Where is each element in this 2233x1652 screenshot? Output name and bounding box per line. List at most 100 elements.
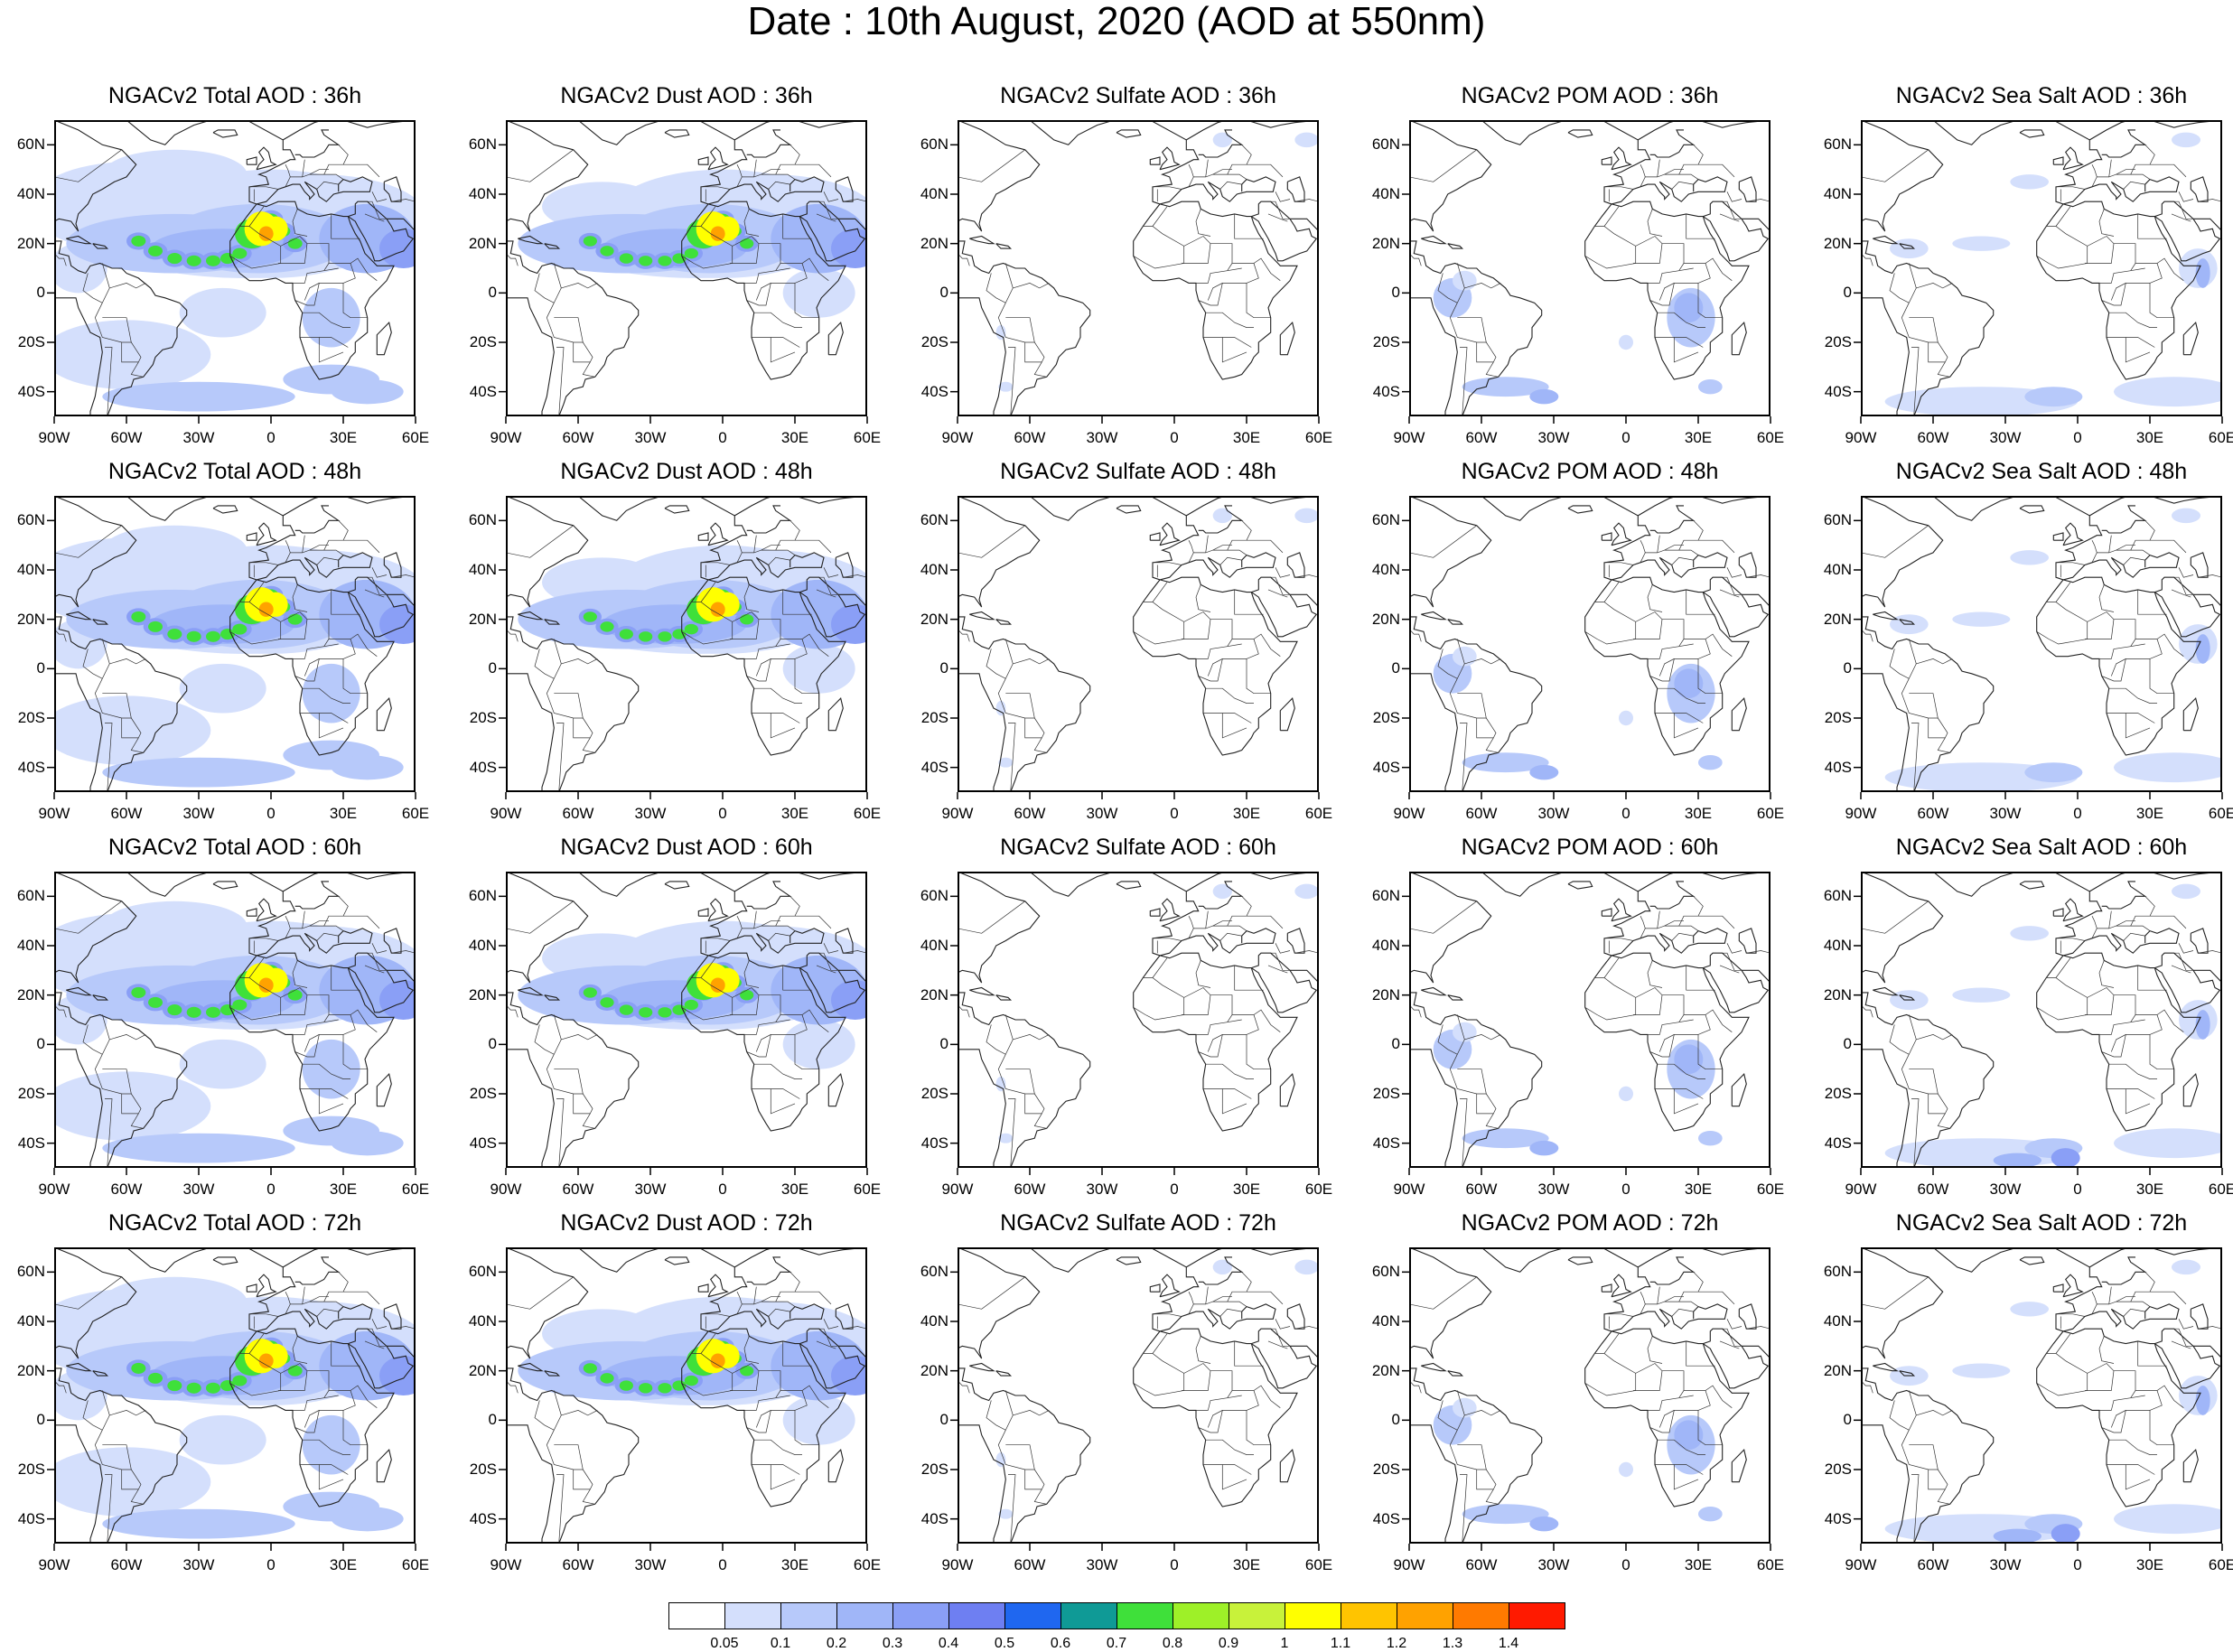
country-border (56, 525, 122, 558)
lon-tick-label: 60E (1304, 805, 1333, 822)
coastline (1603, 873, 1728, 957)
country-border (292, 584, 308, 612)
coastline (56, 1049, 103, 1166)
country-border (229, 621, 282, 645)
coastline (1279, 697, 1295, 732)
map-canvas (1411, 1249, 1769, 1542)
colorbar-swatch (1004, 1602, 1061, 1629)
country-border (1449, 678, 1487, 719)
country-border (323, 1019, 339, 1023)
coastline (1010, 1023, 1091, 1166)
coastline (1742, 1345, 1769, 1358)
country-border (1188, 1292, 1194, 1314)
coastline (1934, 873, 2013, 897)
coastline (56, 122, 137, 232)
aod-field-l2 (102, 381, 295, 412)
country-border (1604, 1313, 1634, 1317)
coastline (1411, 1367, 1482, 1402)
country-border (1604, 562, 1634, 565)
lon-tick-label: 30W (1086, 1556, 1118, 1573)
country-border (1713, 952, 1742, 971)
country-border (2164, 1328, 2193, 1347)
coastline (838, 1345, 865, 1358)
country-border (1411, 1006, 1422, 1018)
country-border (801, 257, 829, 281)
country-border (1267, 589, 1288, 598)
lon-tick-label: 0 (718, 429, 727, 446)
country-border (1227, 173, 1247, 180)
country-border (753, 159, 757, 177)
country-border (248, 206, 265, 227)
coastline (1031, 498, 1110, 521)
aod-field-l1 (2172, 508, 2200, 524)
country-border (1649, 1410, 1675, 1433)
country-border (2125, 1088, 2151, 1115)
country-border (1013, 658, 1050, 665)
map-canvas (508, 498, 865, 790)
country-border (752, 1464, 800, 1475)
country-border (823, 567, 839, 578)
aod-field-green (131, 611, 146, 622)
coastline (212, 881, 238, 890)
country-border (130, 1489, 144, 1505)
country-border (775, 643, 790, 648)
coastline (1411, 240, 1482, 275)
lat-tick-label: 60N (1823, 1263, 1852, 1281)
country-border (1253, 1385, 1281, 1408)
lon-tick-label: 60E (853, 429, 882, 446)
country-border (391, 574, 414, 578)
country-border (248, 957, 265, 978)
country-border (2085, 1370, 2115, 1391)
country-border (323, 925, 344, 931)
lat-tick-label: 20S (1824, 333, 1852, 350)
coastline (1186, 873, 1306, 892)
country-border (681, 621, 733, 645)
map-panel-seasalt-2: NGACv2 Sea Salt AOD : 60h 60N 40N 20N 0 20S 40… (1824, 835, 2233, 1198)
coastline (1447, 243, 1464, 249)
country-border (342, 1034, 368, 1070)
lat-tick-label: 0 (1391, 1411, 1400, 1429)
country-border (1911, 1474, 1920, 1542)
lat-tick-label: 20N (16, 234, 45, 252)
coastline (508, 673, 555, 790)
lat-tick-label: 20N (16, 985, 45, 1003)
lat-tick-label: 20N (1371, 610, 1400, 628)
country-border (2098, 1336, 2115, 1364)
colorbar-swatch (1285, 1602, 1341, 1629)
country-border (1460, 1474, 1468, 1542)
country-border (1205, 535, 1209, 553)
country-border (743, 1336, 760, 1364)
country-border (1671, 1308, 1694, 1317)
coastline (518, 235, 544, 245)
country-border (2130, 173, 2151, 180)
map-panel-dust-0: NGACv2 Dust AOD : 36h 60N 40N 20N 0 20S 40S 90W… (469, 83, 881, 446)
aod-field-l2 (2024, 387, 2083, 407)
country-border (1153, 938, 1182, 941)
aod-field-green (619, 1004, 633, 1015)
coastline (2089, 498, 2210, 517)
country-border (2036, 997, 2088, 1021)
coastline (1601, 1283, 1612, 1293)
coastline (1638, 1249, 1758, 1268)
coastline (1482, 873, 1562, 897)
country-border (782, 589, 812, 615)
country-border (1411, 149, 1477, 182)
country-border (782, 965, 812, 991)
coastline (127, 122, 207, 145)
coastline (1290, 969, 1317, 982)
country-border (768, 1308, 790, 1317)
lat-tick-label: 40S (17, 382, 45, 400)
aod-field-l3 (1993, 1153, 2041, 1166)
aod-field-green (186, 1006, 201, 1018)
country-border (2107, 1088, 2155, 1099)
country-border (2198, 950, 2220, 954)
aod-field-l2 (302, 1414, 360, 1475)
lat-tick-label: 60N (920, 1263, 948, 1281)
country-border (2116, 169, 2135, 175)
country-border (2091, 540, 2098, 563)
panel-title: NGACv2 Dust AOD : 48h (560, 459, 813, 484)
country-border (1437, 263, 1465, 303)
country-border (2036, 1373, 2088, 1396)
coastline (1411, 1424, 1458, 1542)
aod-field-green (186, 255, 201, 266)
